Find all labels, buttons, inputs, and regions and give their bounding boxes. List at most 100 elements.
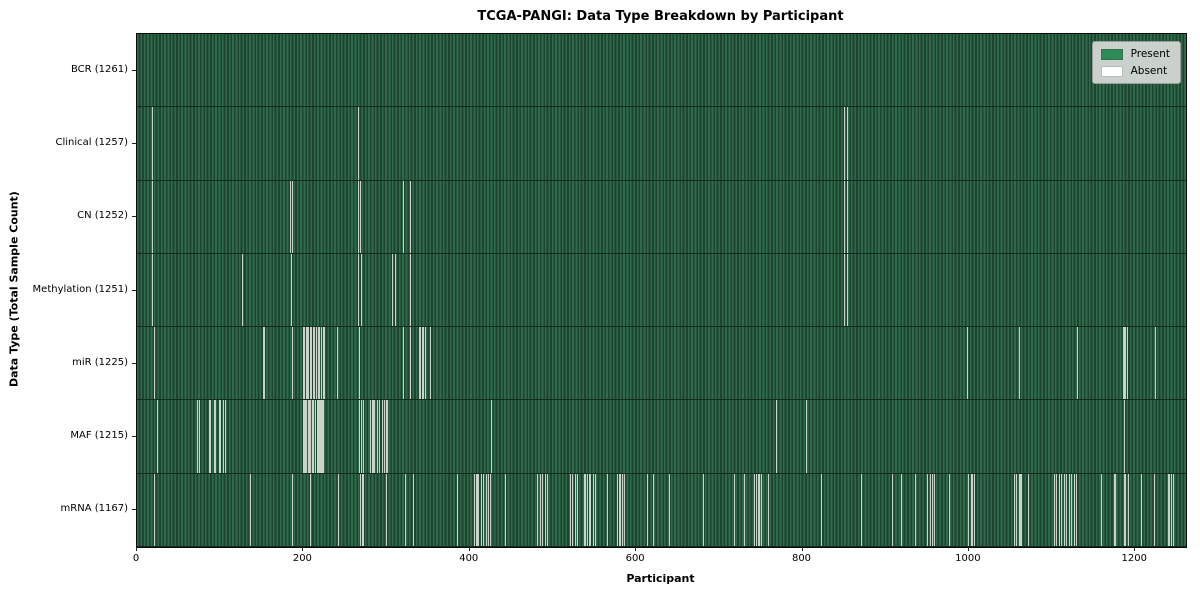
absent-mark	[360, 400, 362, 473]
absent-mark	[594, 473, 596, 546]
heatmap-row-maf	[137, 400, 1186, 474]
absent-mark	[583, 473, 585, 546]
legend-absent-label: Absent	[1130, 65, 1168, 77]
legend-absent-swatch	[1100, 65, 1123, 77]
absent-mark	[588, 473, 590, 546]
absent-mark	[381, 400, 383, 473]
x-axis-label: Participant	[626, 572, 695, 585]
absent-mark	[305, 327, 307, 400]
absent-mark	[305, 400, 307, 473]
heatmap-row-mrna	[137, 473, 1186, 547]
absent-mark	[316, 400, 318, 473]
heatmap-row-bcr	[137, 34, 1186, 108]
absent-mark	[805, 400, 807, 473]
absent-mark	[320, 400, 322, 473]
absent-mark	[1169, 473, 1171, 546]
absent-mark	[621, 473, 624, 546]
absent-mark	[336, 327, 338, 400]
absent-mark	[577, 473, 579, 546]
absent-mark	[153, 327, 155, 400]
absent-mark	[413, 473, 415, 546]
absent-mark	[359, 473, 362, 546]
absent-mark	[312, 327, 314, 400]
absent-mark	[574, 473, 576, 546]
absent-mark	[151, 180, 154, 253]
absent-mark	[376, 400, 378, 473]
absent-mark	[308, 327, 310, 400]
absent-mark	[967, 327, 969, 400]
absent-mark	[322, 327, 324, 400]
absent-mark	[323, 400, 325, 473]
absent-mark	[892, 473, 894, 546]
absent-mark	[241, 253, 243, 327]
absent-mark	[652, 473, 654, 546]
absent-mark	[305, 400, 307, 473]
absent-mark	[619, 473, 621, 546]
absent-mark	[544, 473, 546, 546]
absent-mark	[1071, 473, 1073, 546]
absent-mark	[303, 327, 305, 400]
absent-mark	[1101, 473, 1103, 546]
absent-mark	[384, 400, 386, 473]
xtick-label-1200: 1200	[1121, 553, 1147, 564]
absent-mark	[485, 473, 487, 546]
absent-mark	[250, 473, 252, 546]
absent-mark	[199, 400, 201, 473]
absent-mark	[1123, 327, 1125, 400]
absent-mark	[369, 400, 372, 473]
absent-mark	[319, 327, 321, 400]
absent-mark	[846, 180, 848, 253]
absent-mark	[394, 253, 396, 327]
absent-mark	[759, 473, 761, 546]
absent-mark	[1018, 473, 1020, 546]
absent-mark	[1122, 327, 1124, 400]
absent-mark	[1167, 473, 1169, 546]
absent-mark	[623, 473, 625, 546]
absent-mark	[755, 473, 757, 546]
legend-item-absent: Absent	[1100, 65, 1170, 77]
absent-mark	[386, 400, 388, 473]
absent-mark	[429, 327, 431, 400]
absent-mark	[1155, 327, 1157, 400]
absent-mark	[320, 400, 322, 473]
absent-mark	[646, 473, 649, 546]
absent-mark	[1013, 473, 1015, 546]
absent-mark	[607, 473, 609, 546]
absent-mark	[263, 327, 265, 400]
absent-mark	[457, 473, 459, 546]
absent-mark	[760, 473, 762, 546]
absent-mark	[303, 400, 305, 473]
absent-mark	[361, 473, 363, 546]
absent-mark	[1125, 327, 1127, 400]
legend-present-label: Present	[1130, 48, 1170, 60]
absent-mark	[1126, 327, 1129, 400]
absent-mark	[572, 473, 574, 546]
absent-mark	[1123, 400, 1125, 473]
absent-mark	[860, 473, 862, 546]
absent-mark	[1066, 473, 1068, 546]
absent-mark	[315, 400, 317, 473]
absent-mark	[213, 400, 215, 473]
absent-mark	[218, 400, 220, 473]
absent-mark	[968, 473, 970, 546]
absent-mark	[488, 473, 490, 546]
absent-mark	[363, 400, 365, 473]
absent-mark	[403, 327, 405, 400]
absent-mark	[1020, 473, 1022, 546]
y-axis-label: Data Type (Total Sample Count)	[7, 191, 21, 388]
absent-mark	[322, 400, 324, 473]
heatmap-row-mir	[137, 327, 1186, 401]
absent-mark	[483, 473, 485, 546]
absent-mark	[309, 400, 311, 473]
absent-mark	[385, 473, 387, 546]
absent-mark	[424, 327, 426, 400]
xtick-label-800: 800	[791, 553, 812, 564]
absent-mark	[409, 327, 411, 400]
absent-mark	[1123, 473, 1125, 546]
absent-mark	[304, 400, 306, 473]
absent-mark	[307, 400, 309, 473]
absent-mark	[1061, 473, 1063, 546]
xtick-label-600: 600	[625, 553, 645, 564]
xtick-label-200: 200	[292, 553, 312, 564]
